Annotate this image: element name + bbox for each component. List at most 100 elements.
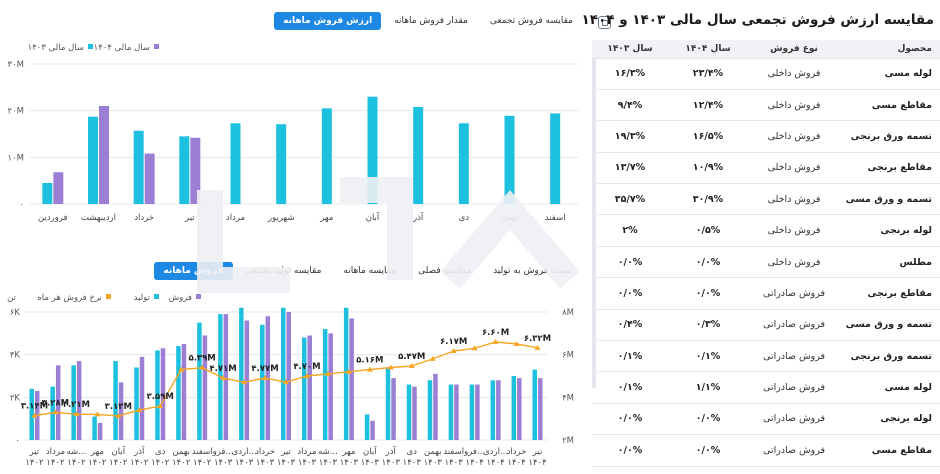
bar-sales xyxy=(412,386,417,440)
x-category-line: ۱۴۰۲ xyxy=(151,458,170,468)
rate-data-label: ۳.۱۴M xyxy=(21,402,48,412)
cell-sale-type: فروش صادراتی xyxy=(748,277,840,310)
x-category-line: ۱۴۰۲ xyxy=(130,458,149,468)
x-category-line: ۱۴۰۴ xyxy=(507,458,525,468)
cell-year-1404: ۰/۵% xyxy=(668,214,748,247)
y-tick-label: ۲۰M xyxy=(8,107,24,117)
x-category-label: تیر ۱۴۰۳ xyxy=(277,447,296,468)
x-category-line: اسفند xyxy=(443,447,464,457)
column-header-sale-type[interactable]: نوع فروش xyxy=(748,40,840,59)
cell-product: لوله مسی xyxy=(840,58,940,90)
table-row[interactable]: لوله برنجی فروش صادراتی ۰/۰% ۰/۰% xyxy=(592,403,940,436)
rate-data-label: ۵.۴۷M xyxy=(398,352,425,362)
table-row[interactable]: لوله برنجی فروش داخلی ۰/۵% ۲% xyxy=(592,214,940,247)
y-tick-label: ۳۰M xyxy=(8,60,24,70)
x-category-label: مرداد ۱۴۰۲ xyxy=(46,447,65,468)
table-header-row: محصول نوع فروش سال ۱۴۰۴ سال ۱۴۰۳ xyxy=(592,40,940,59)
x-category-label: اسفند ۱۴۰۲ xyxy=(192,447,213,468)
bar-sales xyxy=(370,420,375,440)
cell-sale-type: فروش داخلی xyxy=(748,120,840,153)
rate-point xyxy=(115,412,122,418)
bar-sales xyxy=(538,378,543,440)
bar-sales xyxy=(139,356,145,440)
bar-1404 xyxy=(53,172,64,204)
table-row[interactable]: مطلس فروش داخلی ۰/۰% ۰/۰% xyxy=(592,246,940,279)
bar-production xyxy=(364,414,370,440)
cell-product: تسمه و ورق مسی xyxy=(840,183,940,216)
table-row[interactable]: لوله مسی فروش داخلی ۲۳/۴% ۱۶/۳% xyxy=(592,58,940,90)
cell-year-1404: ۱۶/۵% xyxy=(668,120,748,153)
bar-production xyxy=(176,346,181,440)
table-title: مقایسه ارزش فروش تجمعی سال مالی ۱۴۰۳ و ۱… xyxy=(581,12,934,28)
cell-sale-type: فروش صادراتی xyxy=(748,434,840,467)
tab-top-tabs-0[interactable]: ارزش فروش ماهانه xyxy=(274,12,382,30)
x-category-line: شه... xyxy=(318,447,338,457)
table-row[interactable]: تسمه ورق برنجی فروش صادراتی ۰/۱% ۰/۱% xyxy=(592,340,940,373)
y-tick-label: ۱۰M xyxy=(8,153,24,163)
column-header-product[interactable]: محصول xyxy=(840,40,940,59)
left-y-tick-label: ۰ xyxy=(15,436,20,446)
cell-year-1404: ۰/۰% xyxy=(668,246,748,279)
x-category-line: دی xyxy=(407,447,418,457)
rate-point xyxy=(471,345,478,351)
cell-sale-type: فروش داخلی xyxy=(748,246,840,279)
bar-sales xyxy=(223,314,229,440)
x-category-label: خرداد ۱۴۰۴ xyxy=(507,447,527,468)
bar-sales xyxy=(496,380,501,440)
cell-product: تسمه ورق برنجی xyxy=(840,340,940,373)
rate-point xyxy=(492,338,499,344)
bar-sales xyxy=(454,384,459,440)
x-category-label: اسفند ۱۴۰۳ xyxy=(443,447,464,468)
x-category-label: بهمن ۱۴۰۳ xyxy=(424,447,443,468)
x-category-label: خرداد ۱۴۰۳ xyxy=(255,447,275,468)
rate-point xyxy=(408,362,415,368)
x-category-line: اردی... xyxy=(232,447,257,457)
bar-sales xyxy=(349,318,354,440)
table-row[interactable]: تسمه و ورق مسی فروش داخلی ۳۰/۹% ۳۵/۷% xyxy=(592,183,940,216)
bar-sales xyxy=(118,382,124,440)
rate-point xyxy=(157,403,164,409)
cell-year-1403: ۰/۰% xyxy=(592,277,668,310)
x-category-label: مرداد ۱۴۰۳ xyxy=(297,447,316,468)
export-icon[interactable] xyxy=(598,16,611,29)
legend-label-production: تولید xyxy=(134,293,151,303)
cell-product: مقاطع مسی xyxy=(840,434,940,467)
cell-year-1403: ۱۹/۳% xyxy=(592,120,668,153)
cell-product: تسمه و ورق مسی xyxy=(840,309,940,342)
cell-product: لوله مسی xyxy=(840,371,940,404)
x-category-line: ۱۴۰۳ xyxy=(277,458,296,468)
rate-point xyxy=(345,368,352,374)
x-category-label: آبان ۱۴۰۲ xyxy=(109,445,128,468)
left-y-tick-label: ۲K xyxy=(10,393,21,403)
table-row[interactable]: مقاطع برنجی فروش داخلی ۱۰/۹% ۱۳/۷% xyxy=(592,152,940,185)
cell-year-1404: ۰/۳% xyxy=(668,309,748,342)
table-row[interactable]: لوله مسی فروش صادراتی ۱/۱% ۰/۱% xyxy=(592,371,940,404)
bar-1403 xyxy=(367,96,378,204)
bar-1403 xyxy=(179,136,190,204)
cell-sale-type: فروش داخلی xyxy=(748,183,840,216)
cell-year-1403: ۲% xyxy=(592,214,668,247)
right-y-tick-label: ۲M xyxy=(562,436,574,446)
table-row[interactable]: مقاطع برنجی فروش صادراتی ۰/۰% ۰/۰% xyxy=(592,277,940,310)
x-category-line: ۱۴۰۳ xyxy=(361,458,380,468)
table-row[interactable]: مقاطع مسی فروش صادراتی ۰/۰% ۰/۰% xyxy=(592,434,940,467)
table-row[interactable]: تسمه و ورق مسی فروش صادراتی ۰/۳% ۰/۴% xyxy=(592,309,940,342)
tab-top-tabs-2[interactable]: مقایسه فروش تجمعی xyxy=(489,16,573,26)
x-category-label: اردیبهشت xyxy=(81,213,116,223)
column-header-year-1403[interactable]: سال ۱۴۰۳ xyxy=(592,40,668,59)
rate-point xyxy=(534,344,541,350)
bar-production xyxy=(469,384,475,440)
cell-year-1403: ۰/۰% xyxy=(592,434,668,467)
x-category-label: بهمن ۱۴۰۲ xyxy=(172,447,191,468)
x-category-line: ۱۴۰۳ xyxy=(256,458,275,468)
table-row[interactable]: تسمه ورق برنجی فروش داخلی ۱۶/۵% ۱۹/۳% xyxy=(592,120,940,153)
cell-product: مقاطع مسی xyxy=(840,89,940,122)
x-category-line: بهمن xyxy=(424,447,442,457)
tab-top-tabs-1[interactable]: مقدار فروش ماهانه xyxy=(394,16,468,26)
left-axis-unit-label: تن xyxy=(7,293,16,303)
x-category-label: شه... ۱۴۰۳ xyxy=(318,447,338,468)
x-category-line: ۱۴۰۳ xyxy=(340,458,359,468)
table-row[interactable]: مقاطع مسی فروش داخلی ۱۲/۴% ۹/۴% xyxy=(592,89,940,122)
x-category-line: آذر xyxy=(133,445,145,457)
column-header-year-1404[interactable]: سال ۱۴۰۴ xyxy=(668,40,748,59)
